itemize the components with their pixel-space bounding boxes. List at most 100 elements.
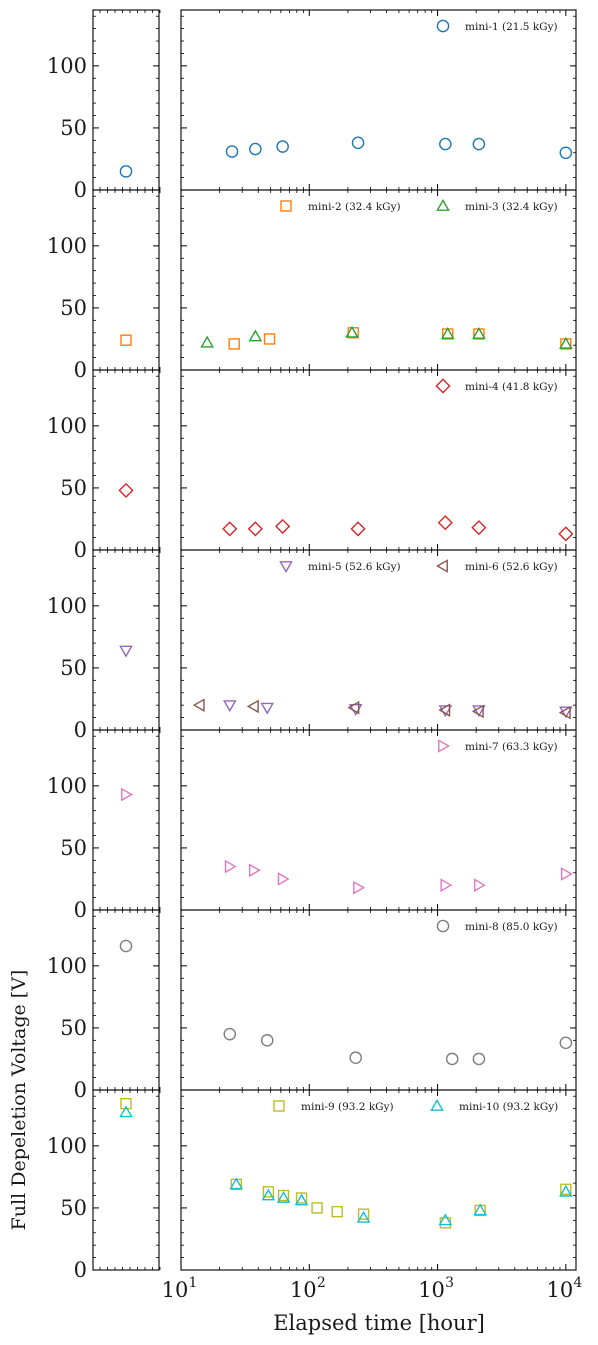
data-point bbox=[445, 1052, 459, 1066]
data-point bbox=[222, 700, 237, 713]
data-point bbox=[223, 1027, 237, 1041]
main-axes-frame bbox=[180, 369, 577, 551]
data-point bbox=[350, 521, 366, 537]
data-point bbox=[249, 142, 262, 156]
y-tick-label: 0 bbox=[74, 1078, 87, 1102]
data-point bbox=[260, 1034, 274, 1047]
data-point bbox=[438, 705, 453, 718]
data-point bbox=[440, 326, 455, 339]
panel-2: 0 50 100 mini-2 (32.4 kGy) mini-3 (32.4 kGy) bbox=[47, 189, 577, 382]
data-point bbox=[246, 699, 259, 714]
data-point bbox=[345, 325, 359, 338]
y-tick-label: 100 bbox=[47, 54, 87, 78]
y-tick-label: 100 bbox=[47, 1134, 87, 1158]
x-tick-exponent: 3 bbox=[445, 1275, 454, 1291]
data-point bbox=[559, 336, 573, 349]
data-point bbox=[559, 146, 573, 160]
data-point bbox=[472, 326, 486, 339]
data-point bbox=[471, 704, 484, 719]
y-tick-label: 100 bbox=[47, 774, 87, 798]
data-point bbox=[473, 1203, 488, 1216]
data-point bbox=[262, 1186, 275, 1198]
data-point bbox=[276, 1190, 291, 1203]
y-tick-label: 0 bbox=[74, 718, 87, 742]
data-point bbox=[439, 1217, 452, 1229]
data-point bbox=[119, 645, 133, 658]
data-point bbox=[472, 705, 486, 718]
data-point bbox=[225, 145, 239, 158]
y-tick-label: 0 bbox=[74, 178, 87, 202]
y-tick-label: 100 bbox=[47, 954, 87, 978]
data-point bbox=[192, 698, 205, 712]
data-point bbox=[121, 787, 134, 802]
data-point bbox=[311, 1202, 323, 1214]
y-tick-label: 100 bbox=[47, 234, 87, 258]
inset-axes-frame bbox=[92, 9, 160, 191]
inset-axes-frame bbox=[92, 729, 160, 911]
legend-label: mini-7 (63.3 kGy) bbox=[465, 741, 558, 753]
data-point bbox=[472, 137, 486, 151]
data-point bbox=[248, 863, 261, 878]
y-tick-label: 50 bbox=[60, 116, 87, 140]
data-point bbox=[247, 521, 263, 537]
y-tick-label: 0 bbox=[74, 538, 87, 562]
x-tick-label: 10 bbox=[290, 1278, 317, 1302]
y-tick-label: 50 bbox=[60, 656, 87, 680]
data-point bbox=[119, 939, 133, 953]
data-point bbox=[118, 482, 134, 499]
legend-marker bbox=[436, 19, 450, 33]
y-tick-label: 0 bbox=[74, 358, 87, 382]
data-point bbox=[119, 1105, 133, 1118]
data-point bbox=[347, 700, 360, 715]
x-tick-label: 10 bbox=[546, 1278, 573, 1302]
legend-marker bbox=[436, 919, 450, 933]
data-point bbox=[349, 1051, 362, 1065]
legend-marker bbox=[438, 739, 451, 753]
data-point bbox=[277, 872, 290, 886]
data-point bbox=[560, 867, 573, 881]
data-point bbox=[473, 878, 486, 892]
x-tick-exponent: 1 bbox=[189, 1275, 198, 1291]
main-axes-frame bbox=[180, 729, 577, 911]
main-axes-frame bbox=[180, 189, 577, 371]
data-point bbox=[229, 1177, 244, 1190]
main-axes-frame bbox=[180, 1089, 577, 1271]
data-point bbox=[558, 526, 574, 542]
inset-axes-frame bbox=[92, 909, 160, 1091]
legend-label: mini-4 (41.8 kGy) bbox=[465, 381, 558, 393]
x-tick-exponent: 4 bbox=[573, 1275, 582, 1291]
panel-1: 0 50 100 mini-1 (21.5 kGy) bbox=[47, 9, 577, 202]
data-point bbox=[560, 1183, 572, 1196]
legend-label: mini-8 (85.0 kGy) bbox=[465, 921, 558, 933]
y-tick-label: 50 bbox=[60, 296, 87, 320]
data-point bbox=[356, 1210, 371, 1223]
y-tick-label: 50 bbox=[60, 1196, 87, 1220]
data-point bbox=[200, 335, 214, 348]
data-point bbox=[353, 880, 366, 895]
inset-axes-frame bbox=[92, 549, 160, 731]
legend-marker bbox=[435, 559, 448, 573]
data-point bbox=[472, 1052, 486, 1066]
main-axes-frame bbox=[180, 549, 577, 731]
panel-3: 0 50 100 mini-4 (41.8 kGy) bbox=[47, 369, 577, 562]
data-point bbox=[119, 165, 133, 178]
x-tick-label: 10 bbox=[162, 1278, 189, 1302]
y-tick-label: 0 bbox=[74, 898, 87, 922]
data-point bbox=[120, 334, 132, 346]
data-point bbox=[295, 1192, 308, 1204]
x-tick-exponent: 2 bbox=[317, 1275, 326, 1291]
data-point bbox=[559, 1184, 573, 1197]
legend-marker bbox=[436, 198, 450, 211]
legend-marker bbox=[280, 200, 292, 212]
y-tick-label: 0 bbox=[74, 1258, 87, 1282]
data-point bbox=[471, 520, 487, 536]
data-point bbox=[228, 338, 240, 350]
x-axis-label: Elapsed time [hour] bbox=[273, 1311, 485, 1335]
legend-label: mini-3 (32.4 kGy) bbox=[465, 201, 558, 213]
data-point bbox=[440, 878, 453, 892]
data-point bbox=[294, 1193, 309, 1206]
inset-axes-frame bbox=[92, 1089, 160, 1271]
data-point bbox=[331, 1205, 343, 1218]
data-point bbox=[277, 1189, 290, 1202]
